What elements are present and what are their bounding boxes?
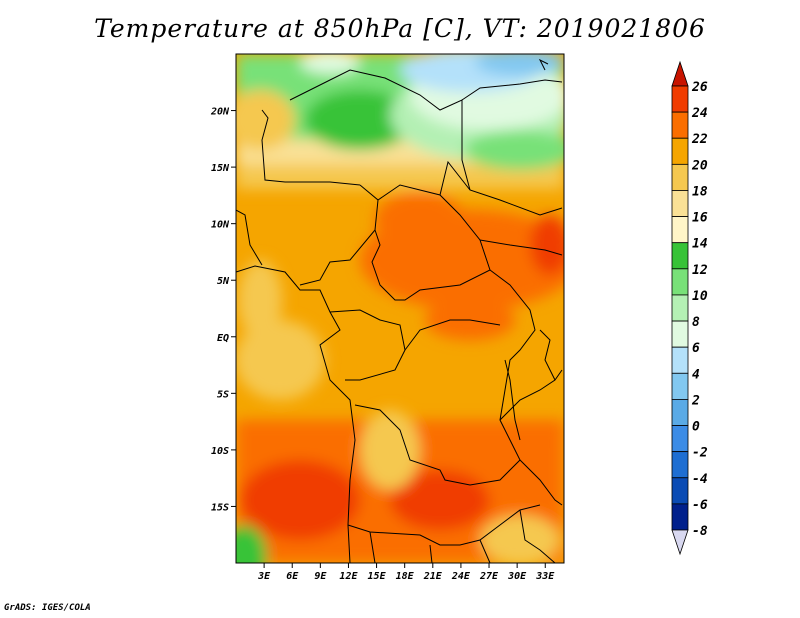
lon-tick-label: 9E bbox=[314, 571, 327, 582]
colorbar-label: 26 bbox=[691, 80, 708, 95]
colorbar-label: -2 bbox=[692, 446, 708, 461]
colorbar-label: 20 bbox=[691, 158, 708, 173]
temperature-field bbox=[236, 54, 564, 563]
colorbar-box bbox=[671, 137, 689, 165]
colorbar-label: 0 bbox=[692, 420, 700, 435]
colorbar-box bbox=[671, 451, 689, 479]
colorbar-under-triangle bbox=[671, 529, 689, 556]
lon-tick-label: 33E bbox=[535, 571, 555, 582]
lon-tick-label: 24E bbox=[451, 571, 471, 582]
lat-tick-label: 5N bbox=[217, 276, 230, 287]
lon-tick-label: 18E bbox=[396, 571, 415, 582]
lat-tick-label: 5S bbox=[217, 389, 229, 400]
colorbar-box bbox=[671, 242, 689, 270]
lon-tick-label: 27E bbox=[479, 571, 499, 582]
colorbar-label: 6 bbox=[692, 341, 700, 356]
lon-tick-label: 15E bbox=[368, 571, 387, 582]
lat-tick-label: 15S bbox=[211, 502, 229, 513]
colorbar-box bbox=[671, 399, 689, 426]
colorbar-over-triangle bbox=[671, 60, 689, 87]
longitude-ticks: 3E 6E 9E 12E 15E 18E 21E 24E 27E 30E 33E bbox=[257, 563, 555, 582]
colorbar-box bbox=[671, 163, 689, 191]
lon-tick-label: 21E bbox=[423, 571, 443, 582]
lon-tick-label: 12E bbox=[339, 571, 358, 582]
country-borders bbox=[236, 58, 563, 563]
colorbar-label: 18 bbox=[692, 184, 708, 199]
colorbar-label: -6 bbox=[692, 498, 708, 513]
page-title: Temperature at 850hPa [C], VT: 201902180… bbox=[94, 14, 706, 43]
colorbar-box bbox=[671, 372, 689, 400]
colorbar-box bbox=[671, 190, 689, 217]
colorbar-label: 4 bbox=[692, 367, 700, 382]
lat-tick-label: EQ bbox=[217, 333, 229, 344]
colorbar-label: -4 bbox=[692, 472, 708, 487]
colorbar-label: 10 bbox=[692, 289, 708, 304]
lon-tick-label: 6E bbox=[286, 571, 299, 582]
colorbar-box bbox=[671, 320, 689, 348]
colorbar-label: 2 bbox=[691, 393, 700, 408]
colorbar-box bbox=[671, 85, 689, 113]
colorbar-label: 22 bbox=[691, 132, 708, 147]
credit-text: GrADS: IGES/COLA bbox=[4, 603, 91, 613]
colorbar-label: 8 bbox=[692, 315, 700, 330]
lat-tick-label: 15N bbox=[211, 163, 230, 174]
lat-tick-label: 20N bbox=[210, 107, 230, 118]
colorbar-box bbox=[671, 346, 689, 374]
colorbar-label: 16 bbox=[692, 211, 708, 226]
colorbar-box bbox=[671, 268, 689, 296]
colorbar-box bbox=[671, 216, 689, 244]
colorbar-box bbox=[671, 503, 689, 531]
lon-tick-label: 3E bbox=[257, 571, 271, 582]
colorbar-box bbox=[671, 425, 689, 453]
lat-tick-label: 10N bbox=[211, 220, 230, 231]
colorbar-label: 12 bbox=[692, 263, 708, 278]
colorbar-label: 24 bbox=[691, 106, 708, 121]
colorbar-label: -8 bbox=[692, 524, 708, 539]
colorbar-box bbox=[671, 294, 689, 322]
map-frame bbox=[235, 53, 565, 564]
colorbar-box bbox=[671, 477, 689, 505]
colorbar-label: 14 bbox=[692, 237, 708, 252]
latitude-ticks: 20N 15N 10N 5N EQ 5S 10S 15S bbox=[210, 107, 236, 513]
lat-tick-label: 10S bbox=[211, 446, 229, 457]
colorbar-box bbox=[671, 111, 689, 139]
lon-tick-label: 30E bbox=[507, 571, 527, 582]
